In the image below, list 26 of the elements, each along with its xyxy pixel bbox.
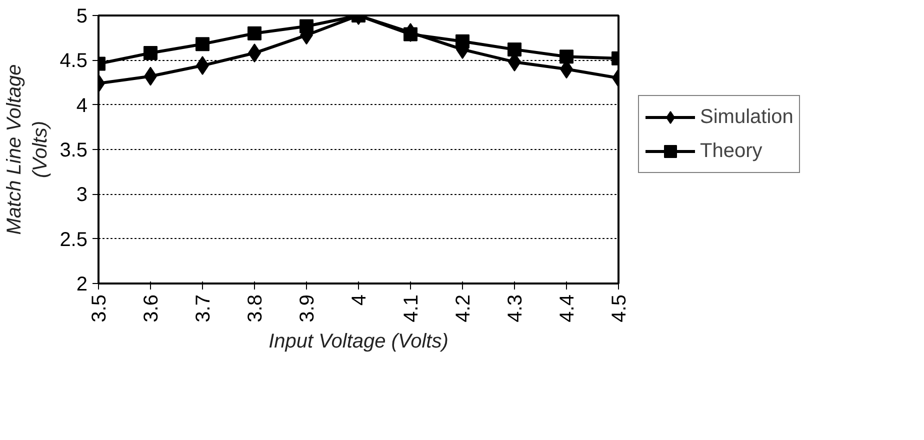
x-tick-label: 4.1 xyxy=(400,294,422,322)
y-tick-label: 4 xyxy=(76,94,88,117)
point xyxy=(248,26,262,40)
x-tick-label: 3.8 xyxy=(244,294,266,322)
x-tick-label: 4.3 xyxy=(504,294,526,322)
x-tick-label: 4 xyxy=(348,294,370,306)
point xyxy=(560,50,574,64)
x-tick-label: 3.6 xyxy=(140,294,162,322)
legend-label: Theory xyxy=(700,140,764,162)
y-tick-label: 2 xyxy=(76,274,88,296)
y-axis-title: Match Line Voltage (Volts) xyxy=(3,64,52,235)
y-tick-label: 3 xyxy=(76,184,88,206)
y-tick-label: 2.5 xyxy=(60,228,88,251)
x-tick-label: 4.2 xyxy=(452,294,474,322)
point xyxy=(144,46,158,60)
legend-label: Simulation xyxy=(700,106,794,128)
x-axis-title: Input Voltage (Volts) xyxy=(268,330,448,352)
point xyxy=(508,42,522,56)
x-tick-label: 4.4 xyxy=(556,294,578,322)
y-tick-label: 5 xyxy=(76,6,88,28)
y-tick-label: 4.5 xyxy=(60,50,88,72)
y-tick-label: 3.5 xyxy=(60,140,88,162)
x-tick-label: 3.7 xyxy=(192,294,214,322)
x-tick-label: 3.9 xyxy=(296,294,318,322)
x-tick-label: 4.5 xyxy=(608,294,630,322)
point xyxy=(196,37,210,52)
